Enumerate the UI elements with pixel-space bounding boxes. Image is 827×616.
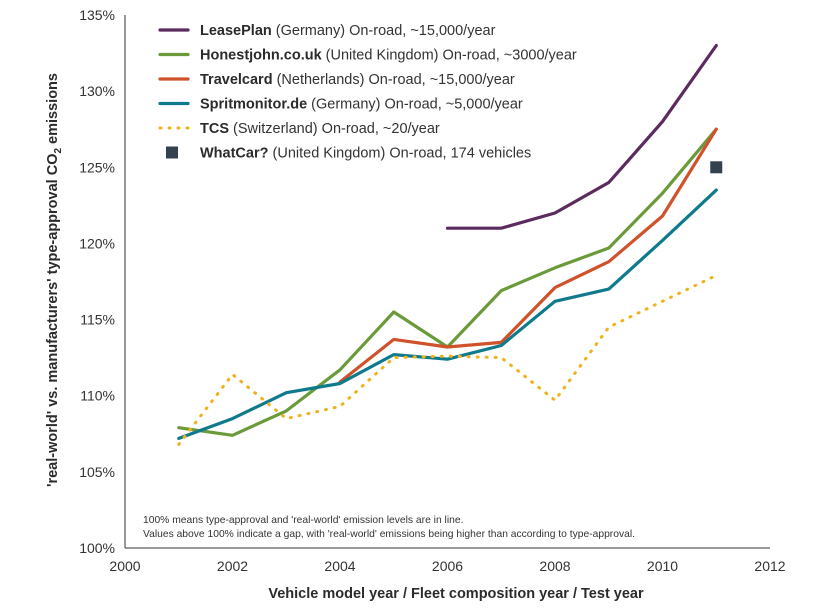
x-tick-label: 2004: [324, 558, 355, 574]
legend-item-spritmonitor-de: Spritmonitor.de (Germany) On-road, ~5,00…: [158, 97, 523, 113]
y-axis-label-subscript: 2: [53, 148, 64, 154]
legend-label: Travelcard (Netherlands) On-road, ~15,00…: [200, 72, 515, 88]
legend-item-tcs: TCS (Switzerland) On-road, ~20/year: [158, 121, 440, 137]
legend-item-whatcar: WhatCar? (United Kingdom) On-road, 174 v…: [166, 146, 531, 162]
y-tick-labels: 100% 105% 110% 115% 120% 125% 130% 135%: [79, 7, 115, 556]
leaseplan-line: [445, 43, 718, 230]
legend-item-travelcard: Travelcard (Netherlands) On-road, ~15,00…: [158, 72, 515, 88]
y-tick-label: 130%: [79, 83, 115, 99]
honestjohn-co-uk-line: [177, 127, 718, 437]
tcs-line: [177, 273, 718, 446]
annotations: 100% means type-approval and 'real-world…: [143, 515, 635, 540]
x-tick-labels: 2000 2002 2004 2006 2008 2010 2012: [109, 558, 785, 574]
legend-item-honestjohn-co-uk: Honestjohn.co.uk (United Kingdom) On-roa…: [158, 48, 577, 64]
axes: [124, 15, 770, 549]
x-axis-label: Vehicle model year / Fleet composition y…: [268, 586, 644, 602]
legend-item-leaseplan: LeasePlan (Germany) On-road, ~15,000/yea…: [158, 23, 496, 39]
legend-label: LeasePlan (Germany) On-road, ~15,000/yea…: [200, 23, 496, 39]
x-tick-label: 2008: [539, 558, 570, 574]
y-axis-label: 'real-world' vs. manufacturers' type-app…: [45, 73, 64, 487]
legend: LeasePlan (Germany) On-road, ~15,000/yea…: [158, 23, 577, 162]
legend-label: Honestjohn.co.uk (United Kingdom) On-roa…: [200, 48, 577, 64]
y-axis-label-part1: 'real-world' vs. manufacturers' type-app…: [45, 154, 61, 487]
y-tick-label: 125%: [79, 159, 115, 175]
annotation-line: 100% means type-approval and 'real-world…: [143, 515, 463, 526]
legend-label: WhatCar? (United Kingdom) On-road, 174 v…: [200, 146, 531, 162]
x-tick-label: 2006: [432, 558, 463, 574]
y-axis-label-part3: emissions: [45, 73, 61, 148]
series-lines: [177, 43, 723, 446]
x-tick-label: 2002: [217, 558, 248, 574]
y-tick-label: 115%: [80, 312, 115, 328]
y-tick-label: 120%: [79, 235, 115, 251]
legend-label: Spritmonitor.de (Germany) On-road, ~5,00…: [200, 97, 523, 113]
x-tick-label: 2000: [109, 558, 140, 574]
legend-swatch: [166, 146, 178, 159]
y-tick-label: 135%: [79, 7, 115, 23]
annotation-line: Values above 100% indicate a gap, with '…: [143, 529, 635, 540]
spritmonitor-de-line: [177, 188, 718, 440]
x-tick-label: 2010: [647, 558, 678, 574]
legend-label: TCS (Switzerland) On-road, ~20/year: [200, 121, 440, 137]
travelcard-line: [338, 127, 718, 384]
y-tick-label: 100%: [79, 540, 115, 556]
y-tick-label: 110%: [80, 388, 115, 404]
whatcar-marker: [710, 161, 723, 174]
x-tick-label: 2012: [754, 558, 785, 574]
y-tick-label: 105%: [79, 464, 115, 480]
